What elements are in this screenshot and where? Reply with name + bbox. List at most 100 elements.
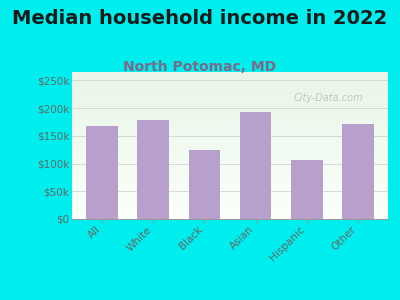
Bar [72,159,388,160]
Bar [72,121,388,122]
Bar [72,178,388,179]
Bar [72,193,388,194]
Bar [72,191,388,193]
Bar [72,113,388,115]
Bar [72,153,388,154]
Bar [72,97,388,98]
Bar [72,176,388,178]
Bar [72,198,388,200]
Bar [72,169,388,170]
Bar [72,79,388,81]
Bar [72,116,388,118]
Bar [72,152,388,153]
Bar [72,110,388,112]
Bar [72,146,388,147]
Bar [72,172,388,173]
Bar [72,188,388,190]
Bar [72,179,388,181]
Bar [72,94,388,95]
Bar [72,87,388,88]
Bar [72,74,388,75]
Text: North Potomac, MD: North Potomac, MD [124,60,276,74]
Bar [240,112,272,219]
Bar [72,122,388,124]
Bar [72,184,388,185]
Text: Median household income in 2022: Median household income in 2022 [12,9,388,28]
Bar [72,214,388,216]
Bar [72,112,388,113]
Bar [72,181,388,182]
Bar [72,166,388,167]
Bar [72,148,388,150]
Bar [72,88,388,90]
Bar [72,185,388,187]
Text: City-Data.com: City-Data.com [293,94,363,103]
Bar [72,190,388,191]
Bar [72,170,388,172]
Bar [72,106,388,107]
Bar [72,100,388,101]
Bar [72,109,388,110]
Bar [72,76,388,78]
Bar [72,126,388,128]
Bar [72,160,388,162]
Bar [72,210,388,212]
Bar [72,213,388,214]
Bar [188,150,220,219]
Bar [72,182,388,184]
Bar [72,175,388,176]
Bar [72,84,388,85]
Bar [72,156,388,157]
Bar [72,207,388,209]
Bar [72,196,388,197]
Bar [72,125,388,126]
Bar [72,173,388,175]
Bar [72,141,388,142]
Bar [72,101,388,103]
Bar [72,95,388,97]
Bar [72,197,388,198]
Bar [72,142,388,144]
Bar [86,126,118,219]
Bar [72,91,388,93]
Bar [72,218,388,219]
Bar [72,81,388,82]
Bar [72,201,388,203]
Bar [72,212,388,213]
Bar [72,135,388,137]
Bar [72,154,388,156]
Bar [342,124,374,219]
Bar [138,120,169,219]
Bar [72,216,388,218]
Bar [72,163,388,165]
Bar [72,167,388,169]
Bar [72,132,388,134]
Bar [72,147,388,148]
Bar [72,134,388,135]
Bar [72,204,388,206]
Bar [72,209,388,210]
Bar [72,107,388,109]
Bar [72,75,388,76]
Bar [72,119,388,121]
Bar [72,104,388,106]
Bar [72,90,388,91]
Bar [72,165,388,166]
Bar [72,124,388,125]
Bar [72,93,388,94]
Bar [72,200,388,201]
Bar [72,162,388,163]
Bar [291,160,322,219]
Bar [72,128,388,129]
Bar [72,72,388,74]
Bar [72,157,388,159]
Bar [72,150,388,152]
Bar [72,144,388,146]
Bar [72,138,388,140]
Bar [72,187,388,188]
Bar [72,203,388,204]
Bar [72,140,388,141]
Bar [72,78,388,79]
Bar [72,131,388,132]
Bar [72,103,388,104]
